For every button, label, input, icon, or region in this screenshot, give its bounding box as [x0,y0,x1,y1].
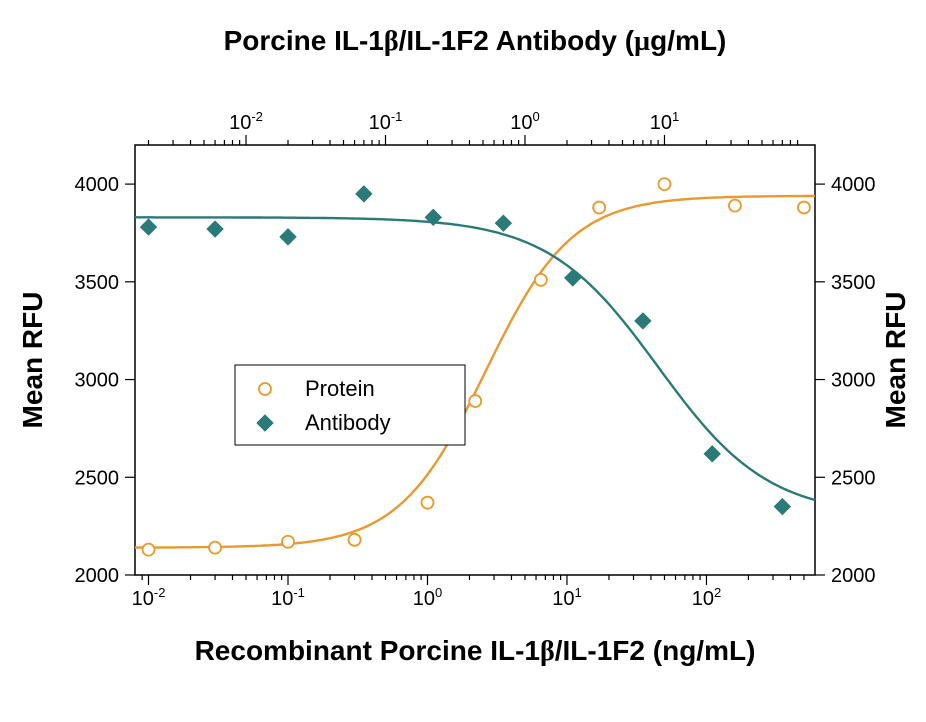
antibody-point [704,446,720,462]
protein-point [469,395,481,407]
right-tick-label: 2000 [831,565,876,587]
protein-point [535,274,547,286]
bottom-tick-label: 101 [552,585,581,610]
top-axis-title: Porcine IL-1β/IL-1F2 Antibody (µg/mL) [224,25,727,57]
dose-response-chart: 10-2 10-1 100 101 102 10-2 10-1 100 101 2000 2500 3… [0,0,926,722]
protein-point [798,202,810,214]
axis-ticks: 10-2 10-1 100 101 102 10-2 10-1 100 101 2000 2500 3… [75,109,876,610]
protein-point [729,200,741,212]
left-tick-label: 3500 [75,272,120,294]
right-tick-label: 3000 [831,370,876,392]
protein-point [282,536,294,548]
right-tick-label: 3500 [831,272,876,294]
protein-point [421,497,433,509]
right-tick-label: 2500 [831,467,876,489]
legend: Protein Antibody [235,365,465,445]
right-axis-title: Mean RFU [880,292,911,429]
bottom-tick-label: 10-2 [132,585,166,610]
left-tick-label: 4000 [75,174,120,196]
legend-label: Antibody [305,410,391,435]
antibody-point [495,215,511,231]
legend-marker [259,383,271,395]
left-tick-label: 2000 [75,565,120,587]
left-tick-label: 2500 [75,467,120,489]
antibody-point [356,186,372,202]
antibody-point [565,270,581,286]
protein-point [209,542,221,554]
top-tick-label: 100 [510,109,539,134]
left-axis-title: Mean RFU [17,292,48,429]
axis-titles: Porcine IL-1β/IL-1F2 Antibody (µg/mL) Rec… [17,25,911,667]
antibody-point [280,229,296,245]
antibody-point [774,499,790,515]
bottom-tick-label: 102 [692,585,721,610]
top-tick-label: 10-1 [369,109,403,134]
bottom-tick-label: 10-1 [271,585,305,610]
left-tick-label: 3000 [75,370,120,392]
antibody-point [635,313,651,329]
bottom-tick-label: 100 [413,585,442,610]
top-tick-label: 10-2 [229,109,263,134]
right-tick-label: 4000 [831,174,876,196]
top-tick-label: 101 [650,109,679,134]
protein-point [658,178,670,190]
protein-point [349,534,361,546]
protein-point [593,202,605,214]
plot-area [135,145,815,575]
antibody-point [207,221,223,237]
bottom-axis-title: Recombinant Porcine IL-1β/IL-1F2 (ng/mL) [195,635,756,667]
protein-point [143,544,155,556]
antibody-point [141,219,157,235]
legend-label: Protein [305,376,375,401]
